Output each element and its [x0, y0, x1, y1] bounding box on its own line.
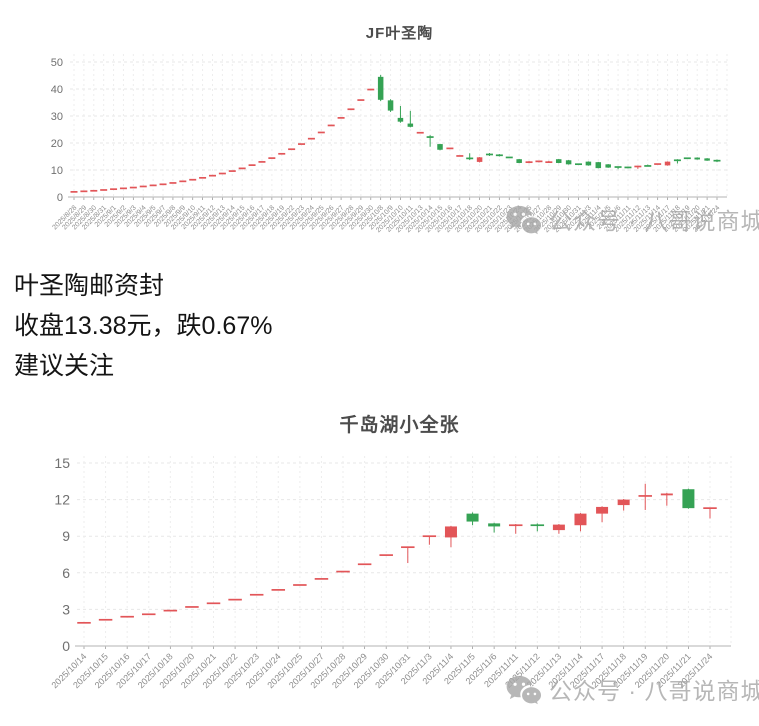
svg-text:0: 0	[62, 638, 70, 654]
svg-text:40: 40	[51, 84, 63, 96]
bottom-chart-canvas: 036912152025/10/142025/10/152025/10/1620…	[49, 455, 732, 690]
watermark-bottom: 公众号 · 八哥说商城	[505, 672, 759, 706]
summary-line-title: 叶圣陶邮资封	[14, 272, 165, 300]
svg-text:0: 0	[57, 192, 63, 204]
svg-text:3: 3	[62, 601, 70, 617]
svg-text:50: 50	[51, 57, 63, 69]
svg-text:15: 15	[54, 455, 70, 471]
watermark-top: 公众号 · 八哥说商城	[505, 202, 759, 236]
bottom-chart-title: 千岛湖小全张	[339, 415, 460, 436]
wechat-icon	[506, 675, 542, 705]
svg-text:6: 6	[62, 565, 70, 581]
top-chart-title: JF叶圣陶	[365, 25, 434, 42]
svg-text:10: 10	[51, 165, 63, 177]
svg-text:20: 20	[51, 138, 63, 150]
svg-text:9: 9	[62, 528, 70, 544]
svg-text:30: 30	[51, 111, 63, 123]
watermark-text: 公众号 · 八哥说商城	[549, 678, 759, 704]
summary-text: 叶圣陶邮资封 收盘13.38元，跌0.67% 建议关注	[14, 266, 272, 386]
wechat-icon	[506, 205, 542, 235]
watermark-text: 公众号 · 八哥说商城	[549, 208, 759, 234]
summary-line-advice: 建议关注	[14, 352, 115, 380]
svg-text:12: 12	[54, 492, 70, 508]
summary-line-close: 收盘13.38元，跌0.67%	[14, 312, 273, 340]
